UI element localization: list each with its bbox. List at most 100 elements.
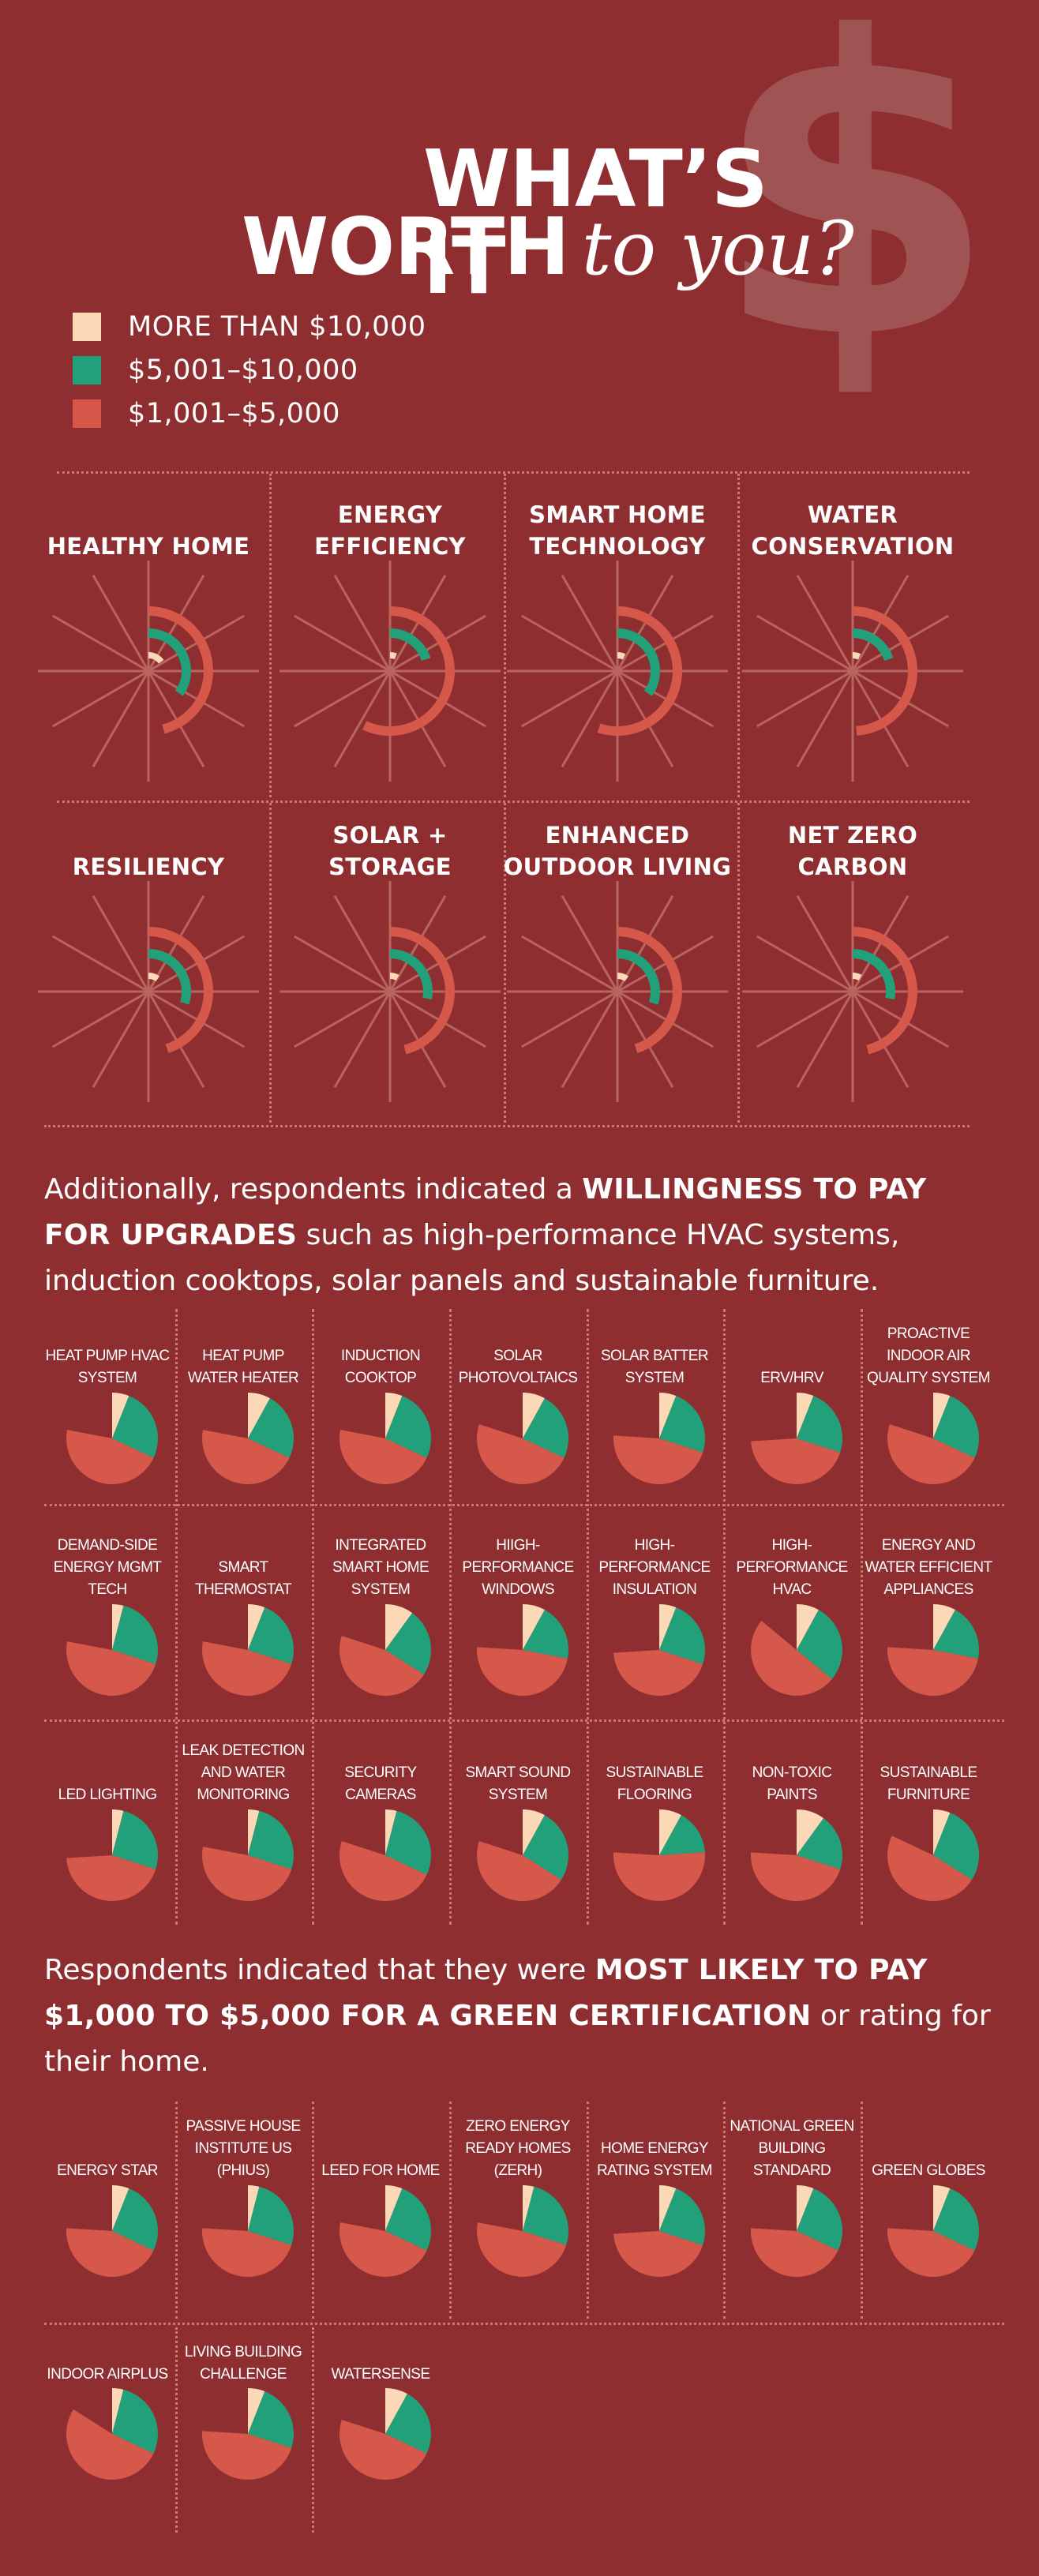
pie-demand-side-energy-mgmt-tech-slice-more-than-10-000 — [112, 1604, 124, 1650]
pie-grid-column — [587, 2102, 589, 2319]
radial-smart-home-technology-title: SMART HOME TECHNOLOGY — [529, 501, 706, 560]
pie-high-performance-insulation-slice-1-001-5-000 — [613, 1650, 703, 1697]
spoke-line — [92, 895, 205, 1088]
pie-security-cameras-slice-1-001-5-000 — [339, 1841, 427, 1902]
pie-leed-for-home-slice-more-than-10-000 — [385, 2185, 403, 2231]
title-line-2: WORTH to you? — [242, 204, 889, 293]
pie-erv-hrv-chart — [751, 1393, 842, 1485]
pie-grid-column — [861, 2102, 863, 2319]
pie-national-green-building-standard-slice-5-001-10-000 — [797, 2188, 843, 2251]
pie-smart-thermostat-label: SMART THERMOSTAT — [194, 1559, 292, 1598]
radial-resiliency-arc-more-than-10-000 — [148, 973, 160, 982]
pie-proactive-indoor-air-quality-system-slice-1-001-5-000 — [887, 1424, 975, 1485]
legend-swatch — [73, 399, 101, 428]
radial-solar-storage-chart — [279, 881, 501, 1102]
pie-hiigh-performance-windows-chart — [476, 1604, 568, 1697]
legend: MORE THAN $10,000 $5,001–$10,000 $1,001–… — [73, 311, 426, 443]
spoke-line — [561, 575, 674, 767]
pie-indoor-airplus-slice-more-than-10-000 — [112, 2388, 124, 2434]
pie-sustainable-flooring-slice-5-001-10-000 — [659, 1815, 705, 1855]
pie-indoor-airplus-slice-1-001-5-000 — [66, 2409, 154, 2480]
pie-passive-house-institute-us-phius-chart — [201, 2185, 294, 2278]
pie-leed-for-home-chart — [339, 2185, 432, 2277]
pie-grid-column — [861, 1309, 863, 1925]
radial-enhanced-outdoor-living-arc-5-001-10-000 — [617, 949, 660, 1005]
radial-smart-home-technology-spokes — [507, 561, 728, 782]
pie-sustainable-flooring-chart — [613, 1809, 705, 1901]
pie-proactive-indoor-air-quality-system-label: PROACTIVE INDOOR AIR QUALITY SYSTEM — [867, 1325, 991, 1386]
pie-grid-column — [175, 2102, 178, 2319]
pie-living-building-challenge-slice-more-than-10-000 — [248, 2388, 265, 2434]
pie-induction-cooktop-slice-5-001-10-000 — [385, 1396, 432, 1458]
pie-solar-photovoltaics-slice-more-than-10-000 — [523, 1393, 545, 1438]
pie-integrated-smart-home-system-slice-5-001-10-000 — [385, 1613, 431, 1675]
pie-home-energy-rating-system-slice-5-001-10-000 — [659, 2188, 705, 2245]
pie-leed-for-home-slice-5-001-10-000 — [385, 2188, 432, 2251]
paragraph-emphasis: MOST LIKELY TO PAY $1,000 TO $5,000 FOR … — [44, 1954, 928, 2032]
pie-grid-column — [449, 2102, 452, 2319]
pie-integrated-smart-home-system-slice-1-001-5-000 — [339, 1636, 424, 1696]
legend-label: $1,001–$5,000 — [128, 398, 340, 429]
pie-erv-hrv-label: ERV/HRV — [760, 1370, 823, 1386]
spoke-line — [561, 895, 674, 1088]
dollar-sign-decoration: $ — [712, 0, 998, 429]
pie-leak-detection-and-water-monitoring-slice-5-001-10-000 — [248, 1810, 294, 1869]
pie-smart-sound-system-slice-5-001-10-000 — [523, 1815, 569, 1880]
pie-induction-cooktop-chart — [339, 1393, 432, 1484]
pie-heat-pump-hvac-system-slice-5-001-10-000 — [112, 1396, 159, 1458]
pie-watersense-label: WATERSENSE — [331, 2366, 431, 2383]
radial-grid-column — [737, 474, 740, 797]
pie-proactive-indoor-air-quality-system-slice-5-001-10-000 — [933, 1396, 980, 1458]
pie-heat-pump-hvac-system-slice-more-than-10-000 — [112, 1393, 129, 1438]
pie-high-performance-insulation-label: HIGH-PERFORMANCE INSULATION — [598, 1537, 711, 1598]
pie-integrated-smart-home-system-chart — [339, 1604, 431, 1696]
pie-smart-thermostat-slice-1-001-5-000 — [202, 1641, 292, 1696]
radial-solar-storage-title: SOLAR + STORAGE — [328, 822, 452, 880]
pie-solar-batter-system-label: SOLAR BATTER SYSTEM — [600, 1348, 709, 1386]
radial-grid-top — [57, 471, 970, 474]
radial-enhanced-outdoor-living-arc-more-than-10-000 — [617, 973, 629, 982]
pie-hiigh-performance-windows-slice-1-001-5-000 — [476, 1647, 568, 1697]
pie-heat-pump-water-heater-slice-more-than-10-000 — [248, 1393, 270, 1438]
pie-heat-pump-water-heater-label: HEAT PUMP WATER HEATER — [187, 1348, 299, 1386]
spoke-line — [92, 575, 205, 767]
pie-demand-side-energy-mgmt-tech-label: DEMAND-SIDE ENERGY MGMT TECH — [53, 1537, 162, 1598]
paragraph-text: Additionally, respondents indicated a — [44, 1173, 583, 1206]
pie-non-toxic-paints-chart — [750, 1809, 842, 1902]
radial-water-conservation-spokes — [742, 561, 963, 782]
pie-erv-hrv-slice-more-than-10-000 — [797, 1393, 814, 1438]
pie-zero-energy-ready-homes-zerh-label: ZERO ENERGY READY HOMES (ZERH) — [465, 2118, 571, 2179]
pie-high-performance-hvac-label: HIGH-PERFORMANCE HVAC — [736, 1537, 848, 1598]
radial-solar-storage-spokes — [279, 881, 501, 1102]
radial-net-zero-carbon-chart — [742, 881, 963, 1102]
pie-energy-star-slice-5-001-10-000 — [112, 2188, 159, 2251]
radial-water-conservation-arc-more-than-10-000 — [852, 651, 861, 660]
radial-grid-column — [269, 474, 272, 797]
pie-green-globes-slice-more-than-10-000 — [933, 2185, 951, 2231]
legend-label: $5,001–$10,000 — [128, 354, 358, 386]
pie-green-globes-slice-5-001-10-000 — [933, 2188, 980, 2251]
pie-solar-batter-system-slice-1-001-5-000 — [613, 1435, 703, 1485]
pie-led-lighting-label: LED LIGHTING — [58, 1787, 157, 1803]
pie-grid-column — [723, 2102, 726, 2319]
pie-erv-hrv-slice-5-001-10-000 — [797, 1396, 842, 1453]
pie-high-performance-hvac-chart — [751, 1604, 843, 1696]
radial-smart-home-technology-arc-1-001-5-000 — [597, 606, 682, 736]
pie-led-lighting-slice-5-001-10-000 — [112, 1810, 158, 1869]
pie-high-performance-insulation-slice-5-001-10-000 — [659, 1607, 705, 1664]
radial-water-conservation-arc-1-001-5-000 — [852, 606, 917, 736]
pie-integrated-smart-home-system-slice-more-than-10-000 — [385, 1604, 413, 1650]
pie-smart-sound-system-label: SMART SOUND SYSTEM — [465, 1764, 571, 1803]
pie-sustainable-flooring-slice-1-001-5-000 — [613, 1852, 705, 1901]
pie-indoor-airplus-slice-5-001-10-000 — [112, 2389, 159, 2454]
radial-smart-home-technology-arc-more-than-10-000 — [617, 651, 626, 660]
pie-national-green-building-standard-slice-more-than-10-000 — [797, 2185, 814, 2231]
pie-hiigh-performance-windows-label: HIIGH-PERFORMANCE WINDOWS — [462, 1537, 574, 1598]
radial-solar-storage-arc-1-001-5-000 — [389, 927, 455, 1055]
pie-high-performance-hvac-slice-1-001-5-000 — [751, 1621, 832, 1696]
pie-zero-energy-ready-homes-zerh-slice-1-001-5-000 — [477, 2222, 567, 2277]
pie-security-cameras-chart — [339, 1809, 432, 1902]
pie-sustainable-furniture-chart — [887, 1809, 980, 1902]
pie-smart-sound-system-slice-more-than-10-000 — [523, 1809, 545, 1855]
